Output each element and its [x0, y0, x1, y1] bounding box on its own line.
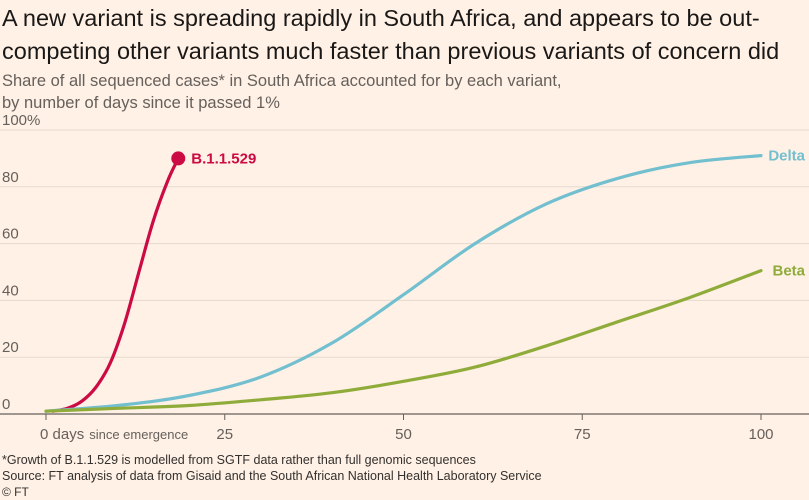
series-label-b-1-1-529: B.1.1.529: [191, 150, 256, 167]
x-axis-ticks: 0 days since emergence 25 50 75 100: [40, 414, 774, 443]
series-label-beta: Beta: [772, 263, 805, 280]
subtitle-line-2: by number of days since it passed 1%: [2, 94, 280, 112]
series-line-b-1-1-529: [51, 156, 180, 413]
chart-title: A new variant is spreading rapidly in So…: [2, 5, 780, 64]
end-marker-b-1-1-529: [171, 151, 186, 166]
x-tick-label: 0 days since emergence: [40, 426, 188, 443]
series-lines: B.1.1.529 Delta Beta: [44, 148, 806, 413]
series-label-delta: Delta: [768, 148, 805, 165]
x-tick-label: 25: [216, 426, 233, 443]
chart-subtitle: Share of all sequenced cases* in South A…: [2, 70, 802, 114]
y-tick-label: 0: [2, 396, 10, 413]
x-tick-label: 100: [748, 426, 773, 443]
y-tick-label: 60: [2, 226, 19, 243]
y-tick-label: 40: [2, 282, 19, 299]
y-tick-label: 80: [2, 169, 19, 186]
source-note: Source: FT analysis of data from Gisaid …: [2, 469, 542, 483]
x-tick-label: 75: [574, 426, 591, 443]
y-tick-label: 100%: [2, 112, 40, 129]
series-line-beta: [44, 269, 763, 413]
credit: © FT: [2, 485, 29, 499]
footnote: *Growth of B.1.1.529 is modelled from SG…: [2, 453, 476, 467]
gridlines: [0, 129, 809, 415]
y-axis-ticks: 100% 80 60 40 20 0: [2, 112, 40, 413]
x-tick-label: 50: [395, 426, 412, 443]
x-axis-suffix: since emergence: [89, 427, 188, 442]
subtitle-line-1: Share of all sequenced cases* in South A…: [2, 72, 562, 90]
series-line-delta: [44, 154, 763, 413]
y-tick-label: 20: [2, 339, 19, 356]
